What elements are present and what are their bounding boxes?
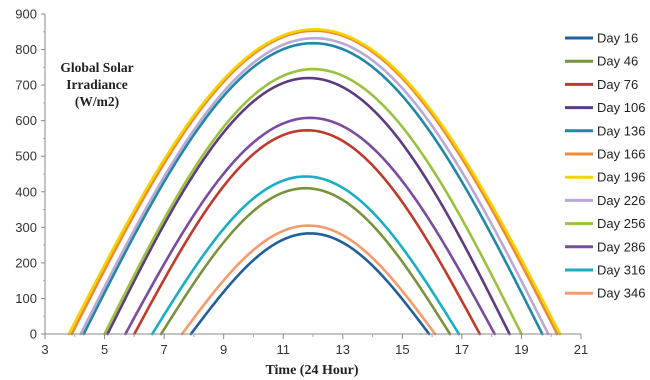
series-line-day-316 (150, 175, 461, 336)
series-line-day-76 (133, 128, 482, 336)
series-line-day-136 (82, 41, 544, 336)
x-tick-label: 3 (41, 342, 48, 357)
y-tick-label: 900 (15, 7, 37, 22)
y-tick-label: 400 (15, 184, 37, 199)
series-line-day-256 (103, 67, 523, 336)
x-tick-label: 11 (276, 342, 290, 357)
legend-label: Day 16 (597, 31, 638, 46)
series-line-day-226 (79, 36, 550, 336)
legend-label: Day 286 (597, 239, 645, 254)
legend-label: Day 346 (597, 286, 645, 301)
legend-label: Day 166 (597, 147, 645, 162)
y-tick-label: 600 (15, 113, 37, 128)
legend-label: Day 76 (597, 77, 638, 92)
x-tick-label: 9 (220, 342, 227, 357)
y-axis-ticks: 0 100 200 300 400 500 600 700 800 900 (15, 7, 45, 342)
y-tick-label: 300 (15, 220, 37, 235)
series-line-day-166 (70, 29, 559, 336)
y-tick-label: 500 (15, 149, 37, 164)
legend-label: Day 316 (597, 263, 645, 278)
legend-label: Day 226 (597, 193, 645, 208)
legend-label: Day 136 (597, 123, 645, 138)
series-line-day-16 (189, 232, 431, 336)
chart-annotation-line-1: Global Solar (60, 60, 133, 75)
legend-label: Day 46 (597, 54, 638, 69)
series-line-day-106 (106, 76, 511, 336)
series-line-day-46 (159, 186, 452, 336)
y-tick-label: 700 (15, 78, 37, 93)
y-tick-label: 800 (15, 42, 37, 57)
x-tick-label: 17 (455, 342, 469, 357)
x-tick-label: 15 (395, 342, 409, 357)
series-line-day-196 (67, 27, 562, 336)
legend-label: Day 106 (597, 100, 645, 115)
x-axis-ticks: 3 5 7 9 11 13 15 17 19 21 (41, 334, 588, 357)
chart-annotation-line-3: (W/m2) (75, 94, 119, 109)
x-tick-label: 7 (160, 342, 167, 357)
series-line-day-286 (124, 116, 496, 336)
plot-lines (67, 27, 562, 336)
x-tick-label: 5 (101, 342, 108, 357)
legend: Day 16 Day 46 Day 76 Day 106 Day 136 Day 166 D… (565, 31, 645, 301)
x-axis-title: Time (24 Hour) (265, 363, 358, 378)
legend-label: Day 256 (597, 216, 645, 231)
x-tick-label: 19 (514, 342, 528, 357)
x-tick-label: 13 (336, 342, 350, 357)
legend-label: Day 196 (597, 170, 645, 185)
series-line-day-346 (180, 224, 437, 336)
y-tick-label: 0 (30, 327, 37, 342)
x-tick-label: 21 (574, 342, 588, 357)
chart-annotation-line-2: Irradiance (66, 77, 128, 92)
y-tick-label: 200 (15, 255, 37, 270)
y-tick-label: 100 (15, 291, 37, 306)
